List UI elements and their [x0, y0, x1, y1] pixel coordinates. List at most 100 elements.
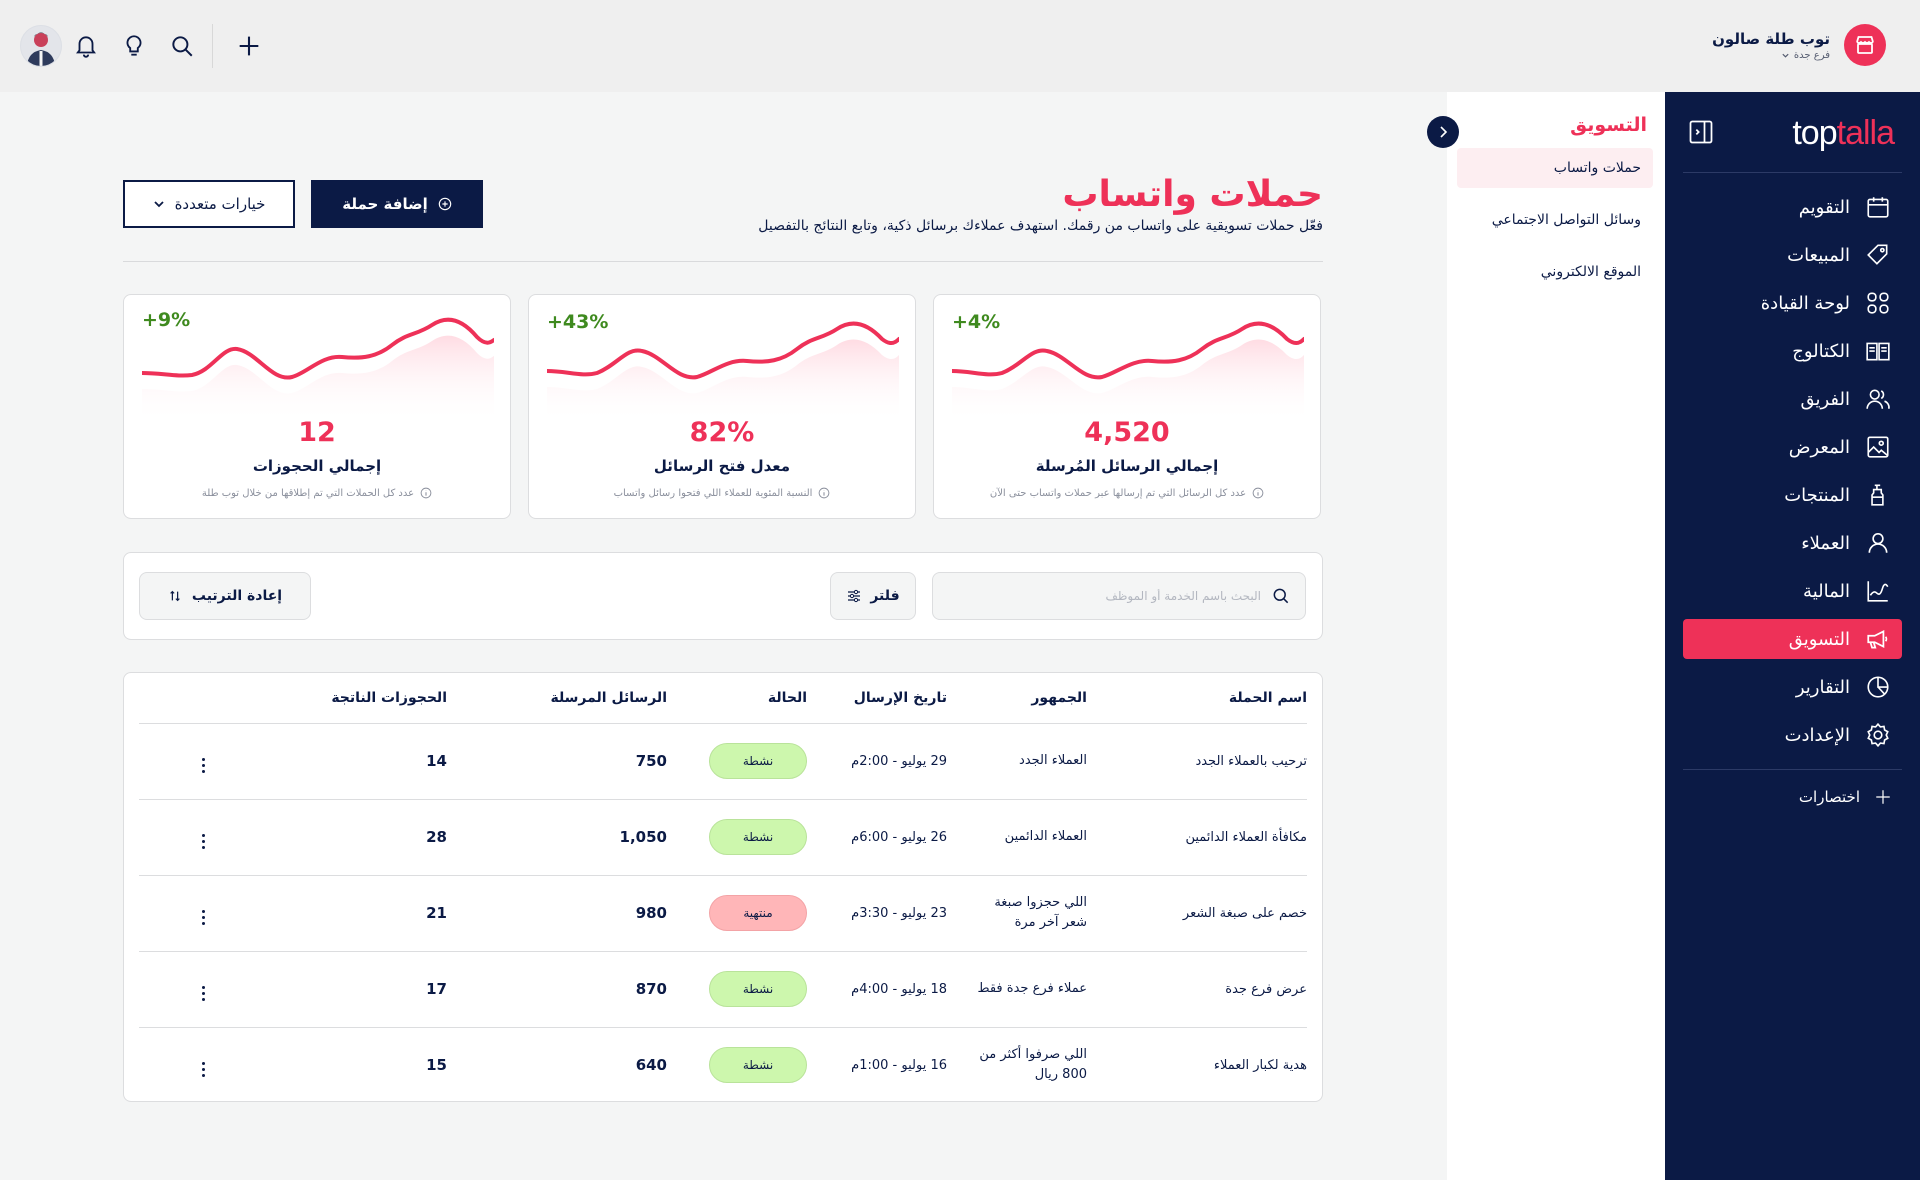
sidebar-item-finance[interactable]: المالية: [1683, 571, 1902, 611]
calendar-icon: [1864, 193, 1892, 221]
campaigns-table: اسم الحملة الجمهور تاريخ الإرسال الحالة …: [139, 673, 1307, 1103]
sidebar-item-label: العملاء: [1801, 532, 1850, 554]
avatar-image: [27, 32, 55, 66]
reorder-button[interactable]: إعادة الترتيب: [139, 572, 311, 620]
stat-value: 4,520: [1084, 417, 1170, 448]
bookings: 15: [426, 1056, 447, 1075]
main-sidebar: toptalla التقويم المبيعات لوحة القيادة ا…: [1665, 92, 1920, 1180]
sidebar-item-clients[interactable]: العملاء: [1683, 523, 1902, 563]
send-date: 29 يوليو - 2:00م: [807, 723, 947, 800]
sliders-icon: [848, 589, 861, 603]
messages-sent: 870: [447, 951, 667, 1028]
sidebar-item-team[interactable]: الفريق: [1683, 379, 1902, 419]
subnav-item-social-media[interactable]: وسائل التواصل الاجتماعي: [1457, 200, 1653, 240]
add-campaign-button[interactable]: إضافة حملة: [311, 180, 483, 228]
status-badge: نشطة: [709, 971, 807, 1007]
sidebar-item-marketing[interactable]: التسويق: [1683, 619, 1902, 659]
stat-note: عدد كل الحملات التي تم إطلاقها من خلال ت…: [124, 487, 510, 499]
branch-selector[interactable]: فرع جدة: [1781, 50, 1830, 61]
sidebar-item-sales[interactable]: المبيعات: [1683, 235, 1902, 275]
stat-label: إجمالي الرسائل المُرسلة: [1035, 457, 1219, 475]
more-options-icon[interactable]: [193, 757, 213, 773]
pie-chart-icon: [1864, 673, 1892, 701]
top-actions: [20, 24, 273, 68]
stat-delta: +4%: [952, 311, 1001, 333]
col-messages-sent[interactable]: الرسائل المرسلة: [447, 673, 667, 724]
col-audience[interactable]: الجمهور: [947, 673, 1087, 724]
team-icon: [1864, 385, 1892, 413]
collapse-sidebar-icon[interactable]: [1687, 118, 1715, 146]
plus-icon[interactable]: [225, 24, 273, 68]
info-icon[interactable]: [818, 487, 830, 499]
stats-row: +9% 12 إجمالي الحجوزات عدد كل الحملات ال…: [123, 294, 1323, 519]
messages-sent: 750: [447, 723, 667, 800]
subnav-title: التسويق: [1570, 114, 1647, 136]
table-row[interactable]: مكافأة العملاء الدائمين العملاء الدائمين…: [139, 799, 1307, 876]
more-options-icon[interactable]: [193, 1061, 213, 1077]
sidebar-item-calendar[interactable]: التقويم: [1683, 187, 1902, 227]
filter-label: فلتر: [870, 588, 900, 604]
user-icon: [1864, 529, 1892, 557]
col-campaign-name[interactable]: اسم الحملة: [1087, 673, 1307, 724]
store-switcher[interactable]: توب طلة صالون فرع جدة: [1712, 24, 1886, 66]
sidebar-item-settings[interactable]: الإعدادت: [1683, 715, 1902, 755]
table-row[interactable]: ترحيب بالعملاء الجدد العملاء الجدد 29 يو…: [139, 723, 1307, 800]
multi-options-dropdown[interactable]: خيارات متعددة: [123, 180, 295, 228]
messages-sent: 1,050: [447, 799, 667, 876]
subnav-toggle-button[interactable]: [1427, 116, 1459, 148]
table-row[interactable]: خصم على صبغة الشعر اللي حجزوا صبغة شعر آ…: [139, 875, 1307, 952]
sidebar-item-reports[interactable]: التقارير: [1683, 667, 1902, 707]
audience: العملاء الدائمين: [947, 799, 1087, 876]
table-row[interactable]: هدية لكبار العملاء اللي صرفوا أكثر من 80…: [139, 1027, 1307, 1103]
dashboard-icon: [1864, 289, 1892, 317]
stat-delta: +43%: [547, 311, 609, 333]
col-bookings[interactable]: الحجوزات الناتجة: [267, 673, 447, 724]
info-icon[interactable]: [420, 487, 432, 499]
lightbulb-icon[interactable]: [110, 24, 158, 68]
info-icon[interactable]: [1252, 487, 1264, 499]
sidebar-item-label: الكتالوج: [1792, 340, 1850, 362]
filter-button[interactable]: فلتر: [830, 572, 916, 620]
sidebar-item-catalog[interactable]: الكتالوج: [1683, 331, 1902, 371]
stat-card-open-rate: +43% 82% معدل فتح الرسائل النسبة المئوية…: [528, 294, 916, 519]
marketing-subnav: التسويق حملات واتساب وسائل التواصل الاجت…: [1447, 92, 1665, 1180]
status-badge: نشطة: [709, 1047, 807, 1084]
audience: اللي حجزوا صبغة شعر آخر مرة: [947, 875, 1087, 952]
bookings: 17: [267, 951, 447, 1028]
send-date: 23 يوليو - 3:30م: [807, 875, 947, 952]
tag-icon: [1864, 241, 1892, 269]
sort-arrows-icon: [170, 590, 180, 602]
subnav-item-website[interactable]: الموقع الالكتروني: [1457, 252, 1653, 292]
sidebar-item-dashboard[interactable]: لوحة القيادة: [1683, 283, 1902, 323]
stat-delta: +9%: [142, 309, 191, 331]
campaigns-table-card: اسم الحملة الجمهور تاريخ الإرسال الحالة …: [123, 672, 1323, 1102]
user-avatar[interactable]: [20, 25, 62, 67]
more-options-icon[interactable]: [193, 909, 213, 925]
col-send-date[interactable]: تاريخ الإرسال: [807, 673, 947, 724]
store-name: توب طلة صالون: [1712, 29, 1830, 48]
sparkline-chart: [142, 317, 494, 415]
sidebar-item-label: لوحة القيادة: [1760, 292, 1850, 314]
stat-note: النسبة المئوية للعملاء اللي فتحوا رسائل …: [529, 487, 915, 499]
sidebar-item-gallery[interactable]: المعرض: [1683, 427, 1902, 467]
search-icon[interactable]: [158, 24, 206, 68]
send-date: 18 يوليو - 4:00م: [807, 951, 947, 1028]
sidebar-item-products[interactable]: المنتجات: [1683, 475, 1902, 515]
more-options-icon[interactable]: [193, 833, 213, 849]
audience: عملاء فرع جدة فقط: [947, 951, 1087, 1028]
more-options-icon[interactable]: [193, 985, 213, 1001]
search-input[interactable]: [933, 589, 1261, 603]
shortcuts-button[interactable]: اختصارات: [1665, 788, 1920, 806]
stat-note: عدد كل الرسائل التي تم إرسالها عبر حملات…: [934, 487, 1320, 499]
col-status[interactable]: الحالة: [667, 673, 807, 724]
campaign-name: مكافأة العملاء الدائمين: [1087, 799, 1307, 876]
search-box: [932, 572, 1306, 620]
shortcuts-label: اختصارات: [1798, 788, 1860, 806]
sidebar-item-label: التسويق: [1788, 628, 1850, 650]
table-row[interactable]: عرض فرع جدة عملاء فرع جدة فقط 18 يوليو -…: [139, 951, 1307, 1028]
multi-options-label: خيارات متعددة: [174, 195, 266, 213]
bell-icon[interactable]: [62, 24, 110, 68]
subnav-item-whatsapp-campaigns[interactable]: حملات واتساب: [1457, 148, 1653, 188]
divider: [123, 261, 1323, 262]
sidebar-item-label: المنتجات: [1784, 484, 1850, 506]
